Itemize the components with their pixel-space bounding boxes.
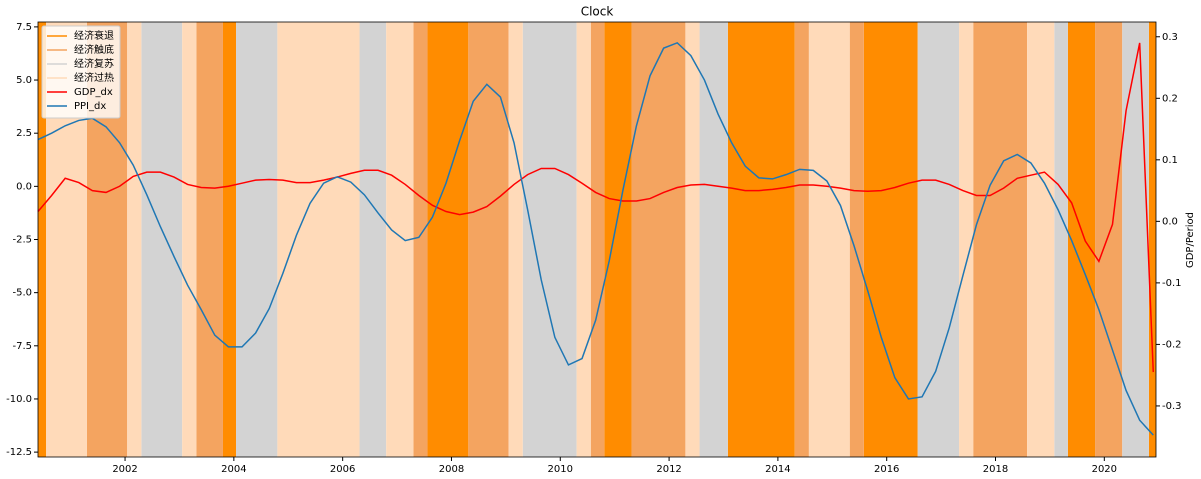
x-tick-label: 2004 [221,464,246,475]
phase-band [222,22,237,457]
series-line [37,42,1155,373]
y2-tick-label: 0.2 [1162,93,1178,104]
x-tick-label: 2010 [548,464,573,475]
legend-label: 经济触底 [74,43,114,56]
phase-band [413,22,428,457]
y-tick-label: -5.0 [12,288,32,299]
phase-band [590,22,605,457]
phase-band [604,22,632,457]
x-tick-label: 2014 [765,464,790,475]
legend-label: 经济衰退 [74,29,114,42]
phase-band [508,22,523,457]
y2-tick-label: -0.3 [1162,401,1182,412]
phase-band [277,22,360,457]
phase-band [849,22,864,457]
legend-box [41,25,121,119]
phase-band [1027,22,1055,457]
y2-axis-label: GDP/Period [1185,212,1196,268]
phase-band [576,22,591,457]
phase-band [182,22,197,457]
phase-band [468,22,509,457]
y2-tick-label: -0.2 [1162,339,1182,350]
y-tick-label: 5.0 [16,75,32,86]
phase-band [127,22,142,457]
y-tick-label: -2.5 [12,235,32,246]
x-tick-label: 2002 [112,464,137,475]
x-tick-label: 2018 [983,464,1008,475]
x-tick-label: 2020 [1092,464,1117,475]
legend-label: 经济复苏 [74,57,114,70]
y2-tick-label: 0.0 [1162,216,1178,227]
phase-band [973,22,1028,457]
phase-band [727,22,795,457]
y-tick-label: 7.5 [16,22,32,33]
phase-band [1067,22,1096,457]
y2-tick-label: -0.1 [1162,278,1182,289]
x-tick-label: 2012 [656,464,681,475]
phase-band [427,22,469,457]
phase-band [699,22,728,457]
phase-band [1148,22,1156,457]
x-tick-label: 2006 [330,464,355,475]
phase-band [1095,22,1123,457]
phase-band [863,22,918,457]
phase-band [1054,22,1068,457]
phase-band [141,22,183,457]
x-tick-label: 2016 [874,464,899,475]
y-tick-label: -7.5 [12,341,32,352]
series-line [37,41,1154,436]
phase-band [1122,22,1149,457]
phase-band [522,22,577,457]
phase-band [631,22,686,457]
legend-label: 经济过热 [74,71,114,84]
legend-label: GDP_dx [74,87,113,98]
phase-band [38,22,47,457]
phase-band [359,22,387,457]
plot-frame [37,21,1157,458]
phase-band [794,22,809,457]
y-tick-label: -12.5 [6,447,32,458]
y-tick-label: 2.5 [16,128,32,139]
phase-band [236,22,278,457]
y2-tick-label: 0.3 [1162,32,1178,43]
phase-band [917,22,960,457]
y-tick-label: 0.0 [16,181,32,192]
y-tick-label: -10.0 [6,394,32,405]
chart-title: Clock [581,5,614,19]
phase-band [808,22,850,457]
x-tick-label: 2008 [439,464,464,475]
y2-tick-label: 0.1 [1162,155,1178,166]
phase-band [685,22,700,457]
phase-band [959,22,974,457]
legend-label: PPI_dx [74,101,106,112]
phase-band [196,22,223,457]
